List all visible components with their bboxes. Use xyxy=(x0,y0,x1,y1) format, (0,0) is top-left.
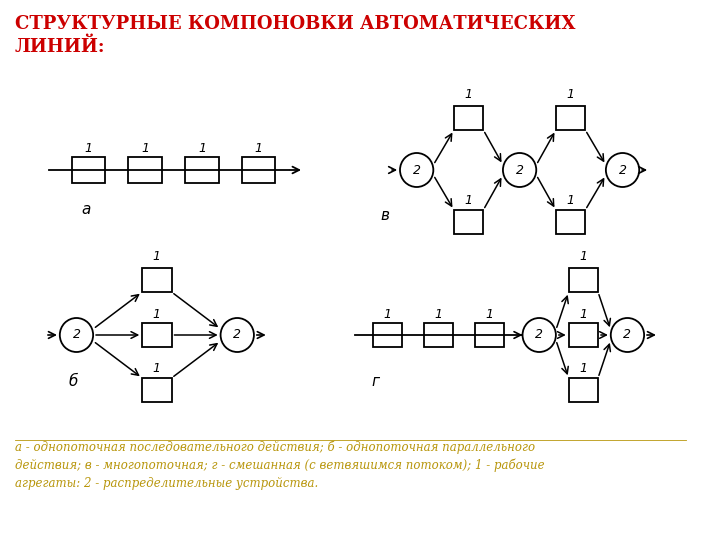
Text: г: г xyxy=(372,375,379,389)
Text: 1: 1 xyxy=(198,141,206,154)
Text: 1: 1 xyxy=(464,87,472,100)
Bar xyxy=(474,323,504,347)
Bar xyxy=(569,323,598,347)
Bar xyxy=(185,157,219,183)
Text: 1: 1 xyxy=(580,307,588,321)
Bar xyxy=(556,210,585,234)
Text: в: в xyxy=(381,207,390,222)
Text: 1: 1 xyxy=(383,307,391,321)
Text: а - однопоточная последовательного действия; б - однопоточная параллельного
дейс: а - однопоточная последовательного дейст… xyxy=(14,440,544,490)
Text: 1: 1 xyxy=(153,307,161,321)
Bar xyxy=(569,378,598,402)
Text: СТРУКТУРНЫЕ КОМПОНОВКИ АВТОМАТИЧЕСКИХ
ЛИНИЙ:: СТРУКТУРНЫЕ КОМПОНОВКИ АВТОМАТИЧЕСКИХ ЛИ… xyxy=(14,15,575,56)
Text: 1: 1 xyxy=(567,194,575,207)
Bar xyxy=(142,323,171,347)
Bar xyxy=(142,268,171,292)
Text: 2: 2 xyxy=(624,328,631,341)
Text: 1: 1 xyxy=(434,307,442,321)
Text: 1: 1 xyxy=(141,141,149,154)
Text: 1: 1 xyxy=(84,141,92,154)
Text: а: а xyxy=(81,202,91,218)
Bar xyxy=(423,323,453,347)
Text: 2: 2 xyxy=(73,328,81,341)
Bar xyxy=(454,210,483,234)
Text: 2: 2 xyxy=(516,164,523,177)
Text: 2: 2 xyxy=(233,328,241,341)
Text: 2: 2 xyxy=(535,328,543,341)
Bar xyxy=(128,157,162,183)
Bar xyxy=(71,157,105,183)
Bar xyxy=(556,106,585,130)
Bar xyxy=(569,268,598,292)
Text: 2: 2 xyxy=(618,164,626,177)
Text: 1: 1 xyxy=(464,194,472,207)
Text: 1: 1 xyxy=(153,249,161,262)
Text: б: б xyxy=(69,375,78,389)
Text: 2: 2 xyxy=(413,164,420,177)
Bar xyxy=(454,106,483,130)
Text: 1: 1 xyxy=(580,362,588,375)
Text: 1: 1 xyxy=(567,87,575,100)
Bar xyxy=(242,157,276,183)
Text: 1: 1 xyxy=(485,307,493,321)
Bar xyxy=(142,378,171,402)
Text: 1: 1 xyxy=(580,249,588,262)
Text: 1: 1 xyxy=(255,141,263,154)
Text: 1: 1 xyxy=(153,362,161,375)
Bar xyxy=(372,323,402,347)
